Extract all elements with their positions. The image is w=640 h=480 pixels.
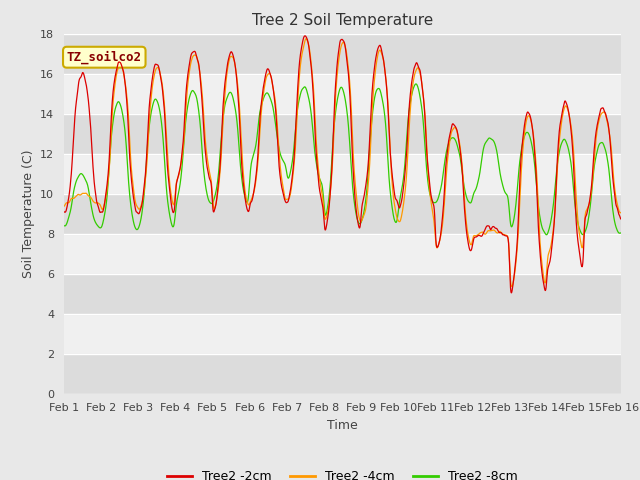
Tree2 -4cm <box>617 210 625 216</box>
Tree2 -4cm <box>184 81 191 87</box>
Tree2 -2cm <box>429 201 437 206</box>
Tree2 -8cm <box>60 223 68 228</box>
Tree2 -4cm <box>302 36 310 42</box>
Bar <box>64 114 621 154</box>
Line: Tree2 -8cm: Tree2 -8cm <box>64 84 621 235</box>
Bar <box>64 34 621 73</box>
Text: TZ_soilco2: TZ_soilco2 <box>67 50 142 64</box>
Tree2 -8cm <box>412 81 420 87</box>
Tree2 -8cm <box>429 199 437 205</box>
Line: Tree2 -2cm: Tree2 -2cm <box>64 36 621 293</box>
Tree2 -4cm <box>429 212 437 218</box>
Tree2 -8cm <box>246 172 254 178</box>
Tree2 -2cm <box>552 200 559 205</box>
Bar <box>64 274 621 313</box>
Tree2 -8cm <box>184 103 191 108</box>
Title: Tree 2 Soil Temperature: Tree 2 Soil Temperature <box>252 13 433 28</box>
Tree2 -8cm <box>552 180 559 186</box>
Legend: Tree2 -2cm, Tree2 -4cm, Tree2 -8cm: Tree2 -2cm, Tree2 -4cm, Tree2 -8cm <box>162 465 523 480</box>
Tree2 -4cm <box>508 284 516 289</box>
Tree2 -2cm <box>502 233 509 239</box>
Tree2 -8cm <box>543 232 550 238</box>
Tree2 -8cm <box>617 230 625 236</box>
Tree2 -2cm <box>508 290 515 296</box>
Tree2 -2cm <box>184 72 191 78</box>
Tree2 -4cm <box>60 204 68 209</box>
Tree2 -8cm <box>502 191 509 196</box>
Tree2 -2cm <box>170 207 178 213</box>
Tree2 -2cm <box>246 202 254 207</box>
Tree2 -4cm <box>552 202 559 207</box>
Tree2 -2cm <box>60 209 68 215</box>
Tree2 -8cm <box>170 220 178 226</box>
Line: Tree2 -4cm: Tree2 -4cm <box>64 39 621 287</box>
Tree2 -2cm <box>617 216 625 222</box>
Tree2 -4cm <box>246 200 254 205</box>
Tree2 -2cm <box>301 33 309 39</box>
Y-axis label: Soil Temperature (C): Soil Temperature (C) <box>22 149 35 278</box>
Tree2 -4cm <box>502 232 509 238</box>
Tree2 -4cm <box>170 200 178 205</box>
Bar <box>64 193 621 234</box>
X-axis label: Time: Time <box>327 419 358 432</box>
Bar <box>64 354 621 394</box>
